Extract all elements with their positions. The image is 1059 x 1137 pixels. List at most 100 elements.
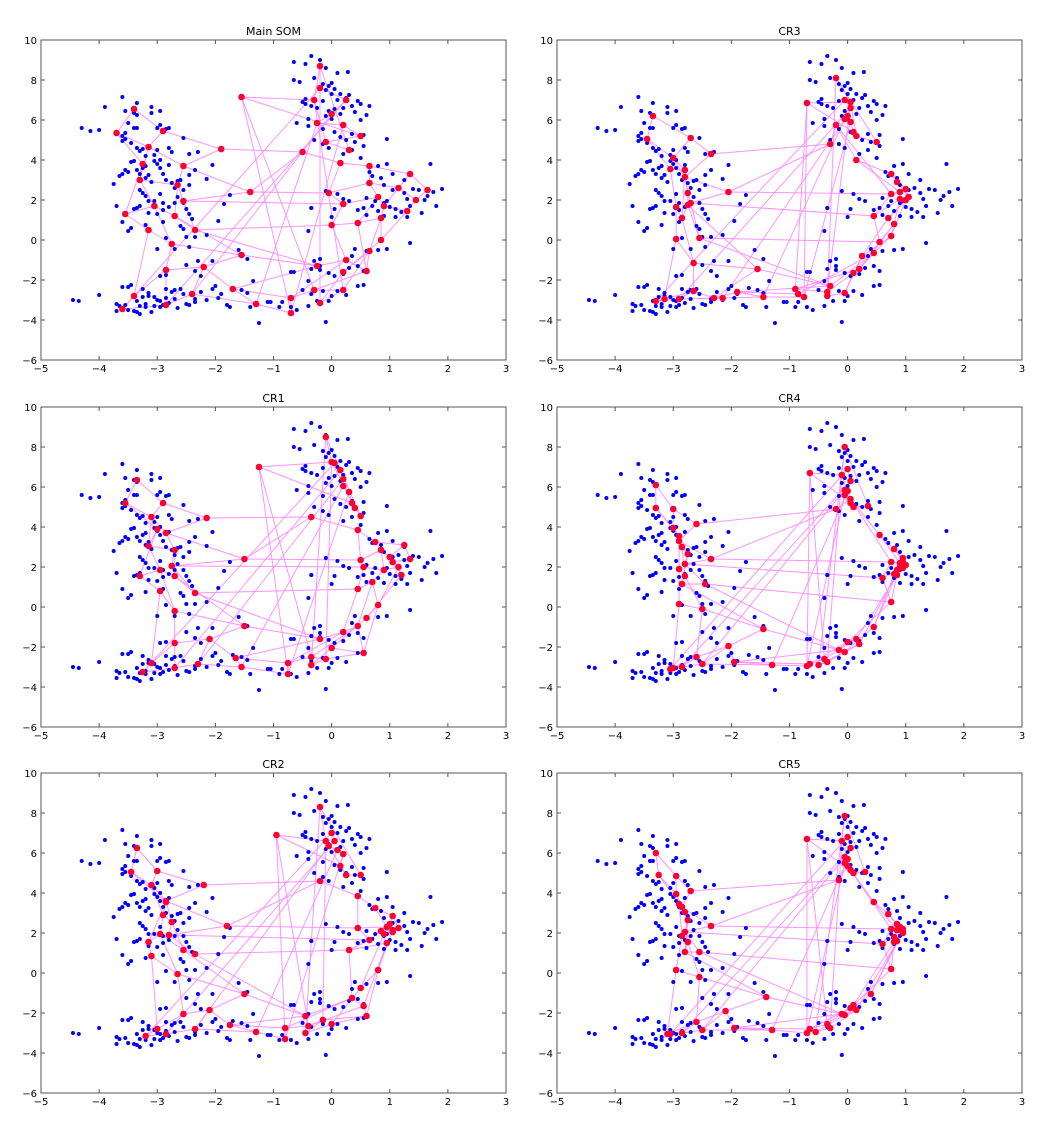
data-point	[291, 1003, 296, 1007]
data-point	[822, 484, 827, 488]
som-node	[684, 189, 692, 197]
data-point	[845, 215, 850, 219]
data-point	[318, 425, 322, 429]
som-edge	[150, 590, 161, 664]
som-node	[760, 625, 767, 633]
data-point	[822, 229, 827, 233]
som-edge	[722, 115, 849, 299]
data-point	[671, 945, 676, 949]
data-point	[315, 666, 320, 670]
data-point	[932, 555, 937, 559]
som-node	[136, 176, 144, 184]
data-point	[897, 916, 902, 920]
som-node	[667, 1030, 674, 1038]
data-point	[163, 969, 168, 973]
x-tick-label: −3	[150, 1097, 165, 1108]
som-node	[649, 112, 657, 120]
data-point	[265, 667, 270, 671]
y-tick-label: 8	[547, 809, 553, 820]
data-point	[877, 206, 882, 210]
data-point	[804, 1003, 809, 1007]
som-node	[696, 948, 703, 956]
som-nodes	[652, 443, 910, 673]
data-point	[117, 907, 122, 911]
data-point	[642, 962, 647, 966]
data-point	[668, 304, 673, 308]
data-point	[158, 672, 163, 676]
data-point	[720, 600, 725, 604]
data-point	[126, 537, 131, 541]
y-tick-label: 0	[547, 603, 553, 614]
data-point	[685, 1023, 690, 1027]
som-node	[823, 292, 831, 300]
data-point	[355, 575, 360, 579]
data-point	[938, 931, 943, 935]
data-point	[323, 114, 328, 118]
data-point	[405, 582, 410, 586]
data-point	[143, 176, 148, 180]
data-point	[329, 448, 334, 452]
data-point	[166, 163, 171, 167]
data-point	[187, 579, 192, 583]
som-edge	[203, 880, 321, 886]
data-point	[332, 940, 337, 944]
data-points	[70, 54, 445, 325]
data-point	[318, 631, 322, 635]
data-point	[425, 561, 430, 565]
data-point	[140, 1020, 145, 1024]
data-point	[379, 176, 384, 180]
data-point	[697, 136, 702, 140]
data-point	[102, 472, 107, 476]
data-point	[149, 111, 154, 115]
som-node	[684, 550, 692, 558]
data-point	[309, 939, 314, 943]
data-point	[431, 557, 436, 561]
som-edge	[357, 222, 367, 272]
data-point	[132, 126, 136, 130]
data-point	[592, 299, 597, 303]
data-point	[181, 960, 186, 964]
data-point	[193, 602, 198, 606]
data-point	[822, 491, 827, 495]
som-edge	[737, 285, 831, 293]
data-point	[874, 485, 879, 489]
som-edge	[145, 832, 332, 1037]
data-point	[668, 932, 673, 936]
som-nodes	[643, 74, 912, 305]
data-point	[120, 220, 125, 224]
x-tick-label: −1	[782, 1097, 797, 1108]
data-point	[633, 1037, 638, 1041]
data-point	[709, 667, 714, 671]
data-point	[143, 561, 148, 565]
data-point	[181, 555, 186, 559]
y-tick-label: 8	[547, 76, 553, 87]
som-edge	[380, 210, 408, 241]
data-point	[630, 937, 635, 941]
data-point	[155, 126, 160, 130]
data-point	[341, 930, 346, 934]
data-point	[761, 257, 766, 261]
data-point	[726, 626, 731, 630]
data-point	[184, 574, 189, 578]
data-point	[639, 476, 644, 480]
data-point	[137, 921, 142, 925]
data-point	[857, 839, 862, 843]
data-point	[703, 916, 708, 920]
data-point	[309, 267, 314, 271]
data-point	[825, 471, 830, 475]
data-point	[440, 187, 445, 191]
data-point	[163, 1020, 168, 1024]
data-point	[703, 612, 708, 616]
data-point	[822, 857, 827, 861]
data-point	[918, 191, 923, 195]
data-point	[653, 1037, 658, 1041]
data-point	[834, 997, 838, 1001]
data-point	[402, 924, 407, 928]
data-point	[158, 476, 163, 480]
data-point	[697, 292, 702, 296]
data-point	[697, 503, 702, 507]
data-point	[836, 494, 841, 498]
data-point	[120, 867, 125, 871]
data-point	[381, 581, 386, 585]
